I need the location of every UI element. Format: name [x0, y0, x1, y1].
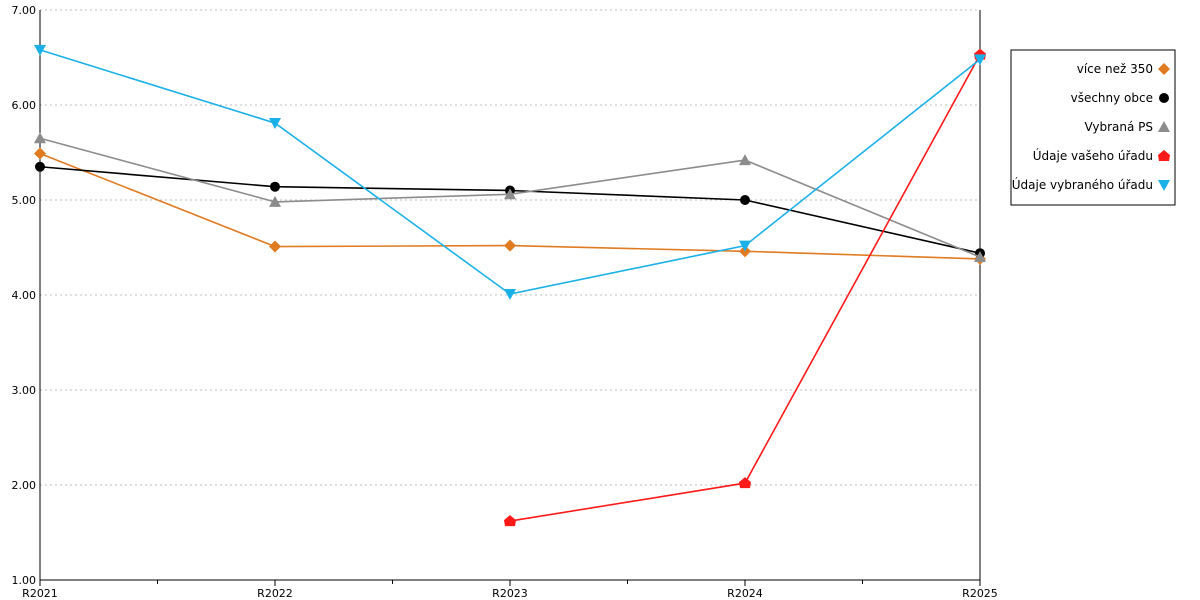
point-2-4: [974, 251, 986, 262]
legend-label-1: všechny obce: [1071, 91, 1153, 105]
x-tick-label-2: R2023: [492, 587, 528, 600]
legend-marker-1: [1159, 93, 1169, 103]
x-tick-label-4: R2025: [962, 587, 998, 600]
axes: [39, 10, 981, 586]
x-tick-label-1: R2022: [257, 587, 293, 600]
legend-label-0: více než 350: [1077, 62, 1153, 76]
series-4: [34, 44, 986, 301]
legend-label-2: Vybraná PS: [1084, 120, 1153, 134]
point-4-1: [269, 118, 281, 130]
legend-marker-3: [1158, 150, 1170, 161]
legend-box: [1010, 49, 1176, 206]
legend-marker-2: [1158, 121, 1170, 132]
y-tick-label-1: 2.00: [12, 479, 37, 492]
point-4-0: [34, 44, 46, 56]
legend-marker-4: [1158, 180, 1170, 191]
point-4-3: [739, 240, 751, 252]
point-2-2: [504, 188, 516, 200]
point-2-0: [34, 132, 46, 144]
series-0: [34, 147, 986, 265]
legend-label-3: Údaje vašeho úřadu: [1033, 148, 1153, 163]
y-tick-label-5: 6.00: [12, 99, 37, 112]
x-tick-label-3: R2024: [727, 587, 763, 600]
series-2: [34, 132, 986, 262]
y-tick-label-0: 1.00: [12, 574, 37, 587]
x-tick-label-0: R2021: [22, 587, 58, 600]
y-tick-label-4: 5.00: [12, 194, 37, 207]
point-4-4: [974, 54, 986, 66]
legend-label-4: Údaje vybraného úřadu: [1012, 177, 1153, 192]
point-1-3: [740, 195, 750, 205]
y-tick-label-6: 7.00: [12, 4, 37, 17]
y-tick-label-3: 4.00: [12, 289, 37, 302]
point-0-1: [269, 240, 281, 253]
point-2-1: [269, 195, 281, 207]
y-tick-label-2: 3.00: [12, 384, 37, 397]
point-3-2: [504, 515, 516, 527]
point-1-1: [270, 181, 280, 192]
point-3-3: [739, 477, 751, 489]
point-4-2: [504, 289, 516, 301]
legend-marker-0: [1158, 63, 1170, 75]
point-0-0: [34, 147, 46, 160]
point-0-2: [504, 239, 516, 252]
series-3: [504, 48, 986, 527]
series-line-3: [509, 54, 981, 522]
point-2-3: [739, 154, 751, 166]
tick-labels: 1.00 2.00 3.00 4.00 5.00 6.00 7.00 R2021 R2022 R2…: [12, 4, 998, 600]
series-line-4: [39, 49, 981, 295]
series-group: [34, 44, 986, 527]
legend: více než 350 všechny obce Vybraná PS Údaje …: [1010, 49, 1176, 206]
point-1-0: [35, 161, 45, 172]
